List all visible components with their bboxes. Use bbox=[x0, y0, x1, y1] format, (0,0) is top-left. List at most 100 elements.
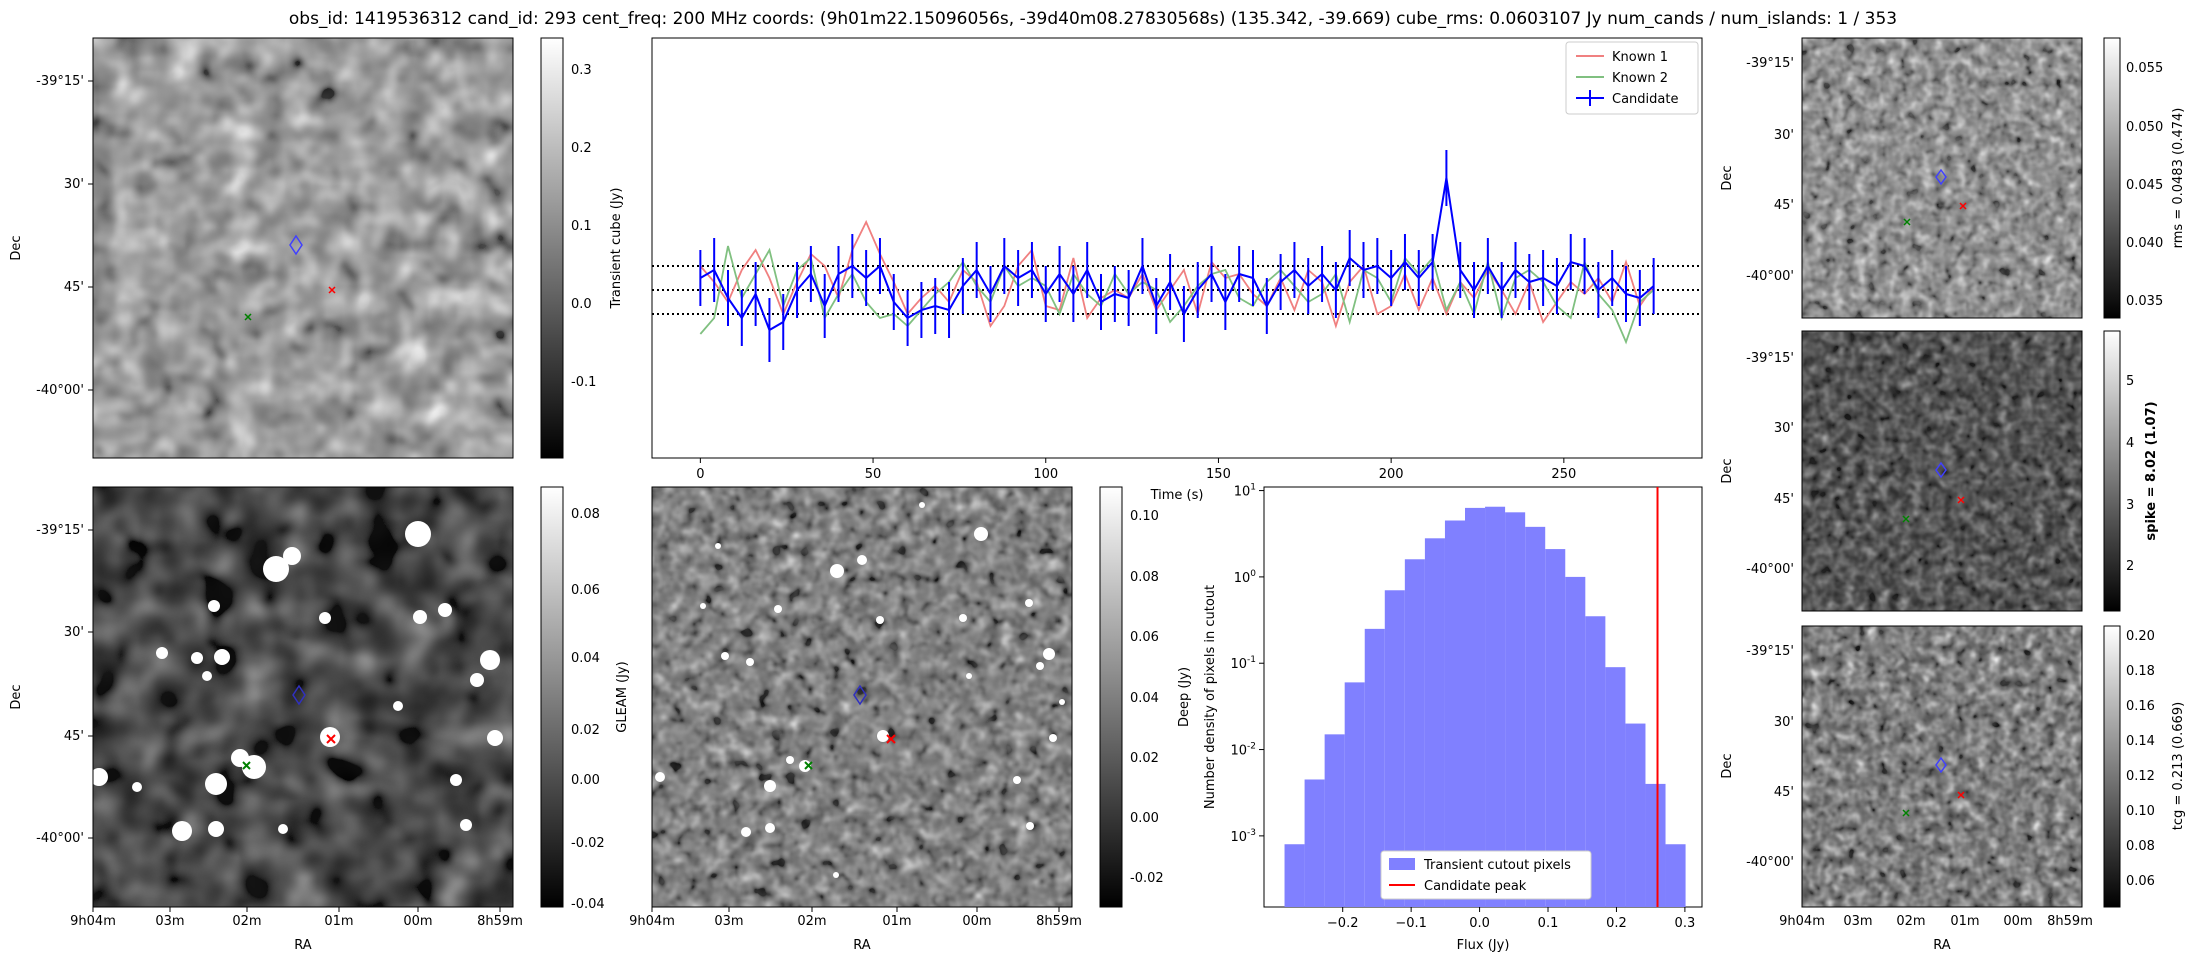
tcg-frame bbox=[1801, 625, 2083, 908]
rms-dec-ticks: -39°15' 30' 45' -40°00' bbox=[1746, 56, 1794, 284]
transient-cbar-label: Transient cube (Jy) bbox=[609, 188, 624, 310]
lightcurve-series bbox=[699, 150, 1655, 362]
gleam-cbar-label: GLEAM (Jy) bbox=[615, 661, 630, 732]
candidate-marker bbox=[292, 684, 306, 706]
known2-marker bbox=[1902, 809, 1910, 817]
svg-text:0.18: 0.18 bbox=[2126, 664, 2155, 679]
histogram-bar bbox=[1284, 844, 1305, 907]
svg-text:0.10: 0.10 bbox=[2126, 804, 2155, 819]
svg-text:0.3: 0.3 bbox=[571, 63, 592, 78]
gleam-colorbar bbox=[540, 486, 564, 908]
histogram-bar bbox=[1424, 538, 1445, 907]
gleam-sources bbox=[90, 521, 503, 841]
candidate-marker bbox=[1935, 168, 1947, 186]
histogram-bar bbox=[1665, 844, 1686, 907]
xtick-label: 150 bbox=[1206, 467, 1231, 482]
svg-text:-40°00': -40°00' bbox=[36, 383, 84, 398]
svg-text:9h04m: 9h04m bbox=[1779, 914, 1825, 929]
svg-text:0.08: 0.08 bbox=[571, 507, 600, 522]
histogram-bar bbox=[1304, 779, 1325, 907]
svg-text:45': 45' bbox=[1774, 785, 1794, 800]
known1-marker bbox=[1957, 791, 1965, 799]
svg-text:0.00: 0.00 bbox=[1130, 811, 1159, 826]
deep-sources bbox=[655, 502, 1065, 878]
svg-text:45': 45' bbox=[64, 280, 84, 295]
lightcurve-legend: Known 1 Known 2 Candidate bbox=[1565, 41, 1699, 115]
svg-text:0.06: 0.06 bbox=[1130, 630, 1159, 645]
transient-ylabel: Dec bbox=[9, 235, 24, 260]
ytick-label: 101 bbox=[1234, 483, 1256, 500]
spike-ylabel: Dec bbox=[1720, 458, 1735, 483]
svg-text:0.050: 0.050 bbox=[2126, 120, 2163, 135]
svg-text:00m: 00m bbox=[2003, 914, 2032, 929]
svg-text:0.06: 0.06 bbox=[2126, 874, 2155, 889]
svg-text:03m: 03m bbox=[155, 914, 184, 929]
tcg-ra-ticks: 9h04m 03m 02m 01m 00m 8h59m bbox=[1779, 914, 2093, 929]
spike-image bbox=[1802, 331, 2082, 611]
histogram-xticks: −0.2 −0.1 0.0 0.1 0.2 0.3 bbox=[1327, 907, 1695, 931]
candidate-marker bbox=[853, 684, 867, 706]
svg-text:-39°15': -39°15' bbox=[36, 74, 84, 89]
svg-text:-40°00': -40°00' bbox=[1746, 855, 1794, 870]
tcg-cbar-ticks: 0.20 0.18 0.16 0.14 0.12 0.10 0.08 0.06 bbox=[2126, 629, 2155, 889]
deep-colorbar bbox=[1099, 486, 1123, 908]
svg-text:0.10: 0.10 bbox=[1130, 509, 1159, 524]
ytick-label: 10-3 bbox=[1230, 828, 1256, 845]
tcg-dec-ticks: -39°15' 30' 45' -40°00' bbox=[1746, 644, 1794, 870]
legend-peak-label: Candidate peak bbox=[1424, 879, 1527, 894]
svg-text:02m: 02m bbox=[1896, 914, 1925, 929]
rms-image bbox=[1802, 38, 2082, 318]
svg-text:-39°15': -39°15' bbox=[1746, 351, 1794, 366]
svg-text:01m: 01m bbox=[1950, 914, 1979, 929]
xtick-label: 0.2 bbox=[1606, 916, 1627, 931]
lightcurve-frame bbox=[651, 37, 1703, 459]
xtick-label: 0.3 bbox=[1675, 916, 1696, 931]
xtick-label: 0.0 bbox=[1469, 916, 1490, 931]
svg-text:8h59m: 8h59m bbox=[477, 914, 523, 929]
legend-candidate-label: Candidate bbox=[1612, 92, 1678, 107]
transient-dec-ticks: -39°15' 30' 45' -40°00' bbox=[36, 74, 93, 398]
histogram-bar bbox=[1404, 559, 1425, 907]
svg-text:-40°00': -40°00' bbox=[36, 831, 84, 846]
svg-text:-40°00': -40°00' bbox=[1746, 562, 1794, 577]
histogram-bar bbox=[1605, 667, 1626, 907]
svg-text:0.02: 0.02 bbox=[571, 723, 600, 738]
svg-text:-0.02: -0.02 bbox=[1130, 871, 1164, 886]
spike-cbar-ticks: 5 4 3 2 bbox=[2126, 374, 2134, 574]
histogram-bars bbox=[1284, 506, 1686, 907]
histogram-bar bbox=[1444, 520, 1466, 907]
gleam-ylabel: Dec bbox=[9, 684, 24, 709]
rms-cbar-label: rms = 0.0483 (0.474) bbox=[2171, 108, 2186, 249]
svg-text:0.035: 0.035 bbox=[2126, 294, 2163, 309]
svg-text:2: 2 bbox=[2126, 559, 2134, 574]
svg-text:0.2: 0.2 bbox=[571, 141, 592, 156]
transient-cbar-ticks: 0.3 0.2 0.1 0.0 -0.1 bbox=[571, 63, 596, 390]
rms-frame bbox=[1801, 37, 2083, 319]
spike-frame bbox=[1801, 330, 2083, 612]
legend-box bbox=[1565, 41, 1699, 115]
histogram-bar bbox=[1525, 526, 1546, 907]
xtick-label: 100 bbox=[1033, 467, 1058, 482]
histogram-xlabel: Flux (Jy) bbox=[1457, 938, 1510, 953]
svg-text:0.055: 0.055 bbox=[2126, 61, 2163, 76]
gleam-dec-ticks: -39°15' 30' 45' -40°00' bbox=[36, 523, 93, 846]
spike-dec-ticks: -39°15' 30' 45' -40°00' bbox=[1746, 351, 1794, 577]
candidate-marker bbox=[1935, 461, 1947, 479]
svg-text:0.1: 0.1 bbox=[571, 219, 592, 234]
lightcurve-panel: 0 50 100 150 200 250 Time (s) Known 1 Known 2… bbox=[651, 37, 1703, 503]
gleam-markers bbox=[242, 684, 336, 770]
svg-text:0.14: 0.14 bbox=[2126, 734, 2155, 749]
svg-text:00m: 00m bbox=[962, 914, 991, 929]
svg-text:0.040: 0.040 bbox=[2126, 236, 2163, 251]
svg-text:0.0: 0.0 bbox=[571, 297, 592, 312]
transient-image bbox=[93, 38, 513, 458]
known1-marker bbox=[1959, 202, 1967, 210]
known-2-line bbox=[699, 245, 1655, 345]
svg-text:3: 3 bbox=[2126, 498, 2134, 513]
histogram-bar bbox=[1645, 783, 1666, 907]
figure-title: obs_id: 1419536312 cand_id: 293 cent_fre… bbox=[289, 9, 1897, 29]
svg-text:30': 30' bbox=[1774, 715, 1794, 730]
histogram-bar bbox=[1384, 590, 1405, 907]
tcg-image bbox=[1802, 626, 2082, 907]
